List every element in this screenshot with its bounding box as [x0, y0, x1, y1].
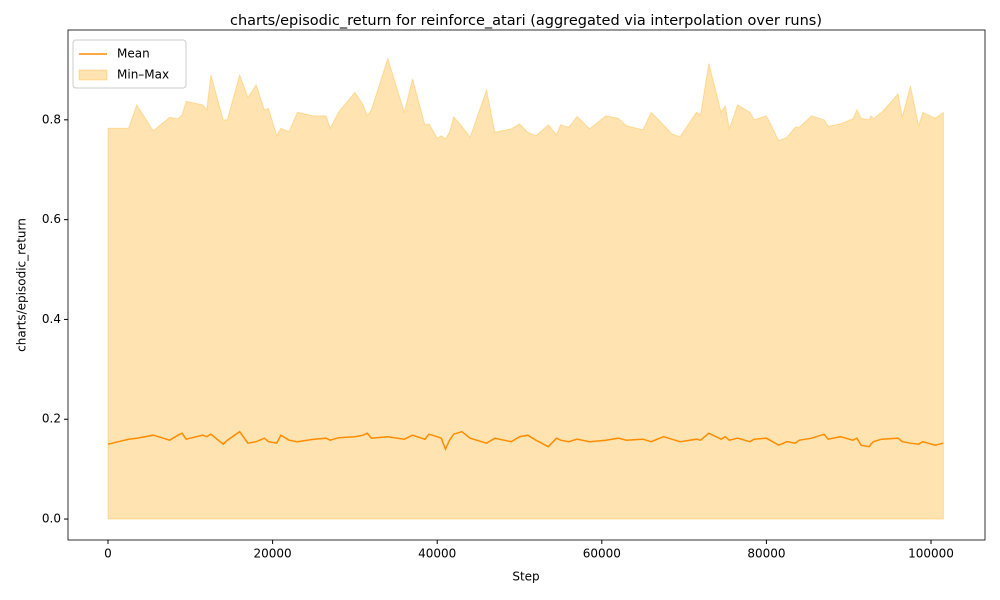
y-tick-label: 0.8: [42, 112, 61, 126]
mean-line: [107, 430, 944, 452]
legend-swatch: [78, 69, 108, 81]
x-tick-label: 80000: [747, 547, 785, 561]
y-tick-label: 0.4: [42, 312, 61, 326]
legend-label: Min–Max: [117, 68, 169, 82]
y-tick-label: 0.0: [42, 512, 61, 526]
y-tick-label: 0.2: [42, 412, 61, 426]
legend-box: [72, 39, 187, 89]
y-axis-label: charts/episodic_return: [15, 218, 29, 352]
x-tick-label: 20000: [254, 547, 292, 561]
x-tick-label: 0: [104, 547, 112, 561]
plot-frame: [67, 29, 986, 541]
x-tick-label: 60000: [583, 547, 621, 561]
x-tick-label: 40000: [418, 547, 456, 561]
y-tick-label: 0.6: [42, 212, 61, 226]
x-tick-label: 100000: [908, 547, 954, 561]
chart-title: charts/episodic_return for reinforce_ata…: [230, 13, 822, 29]
min-max-band: [107, 56, 944, 520]
x-axis-label: Step: [512, 570, 539, 584]
legend-label: Mean: [117, 47, 150, 61]
